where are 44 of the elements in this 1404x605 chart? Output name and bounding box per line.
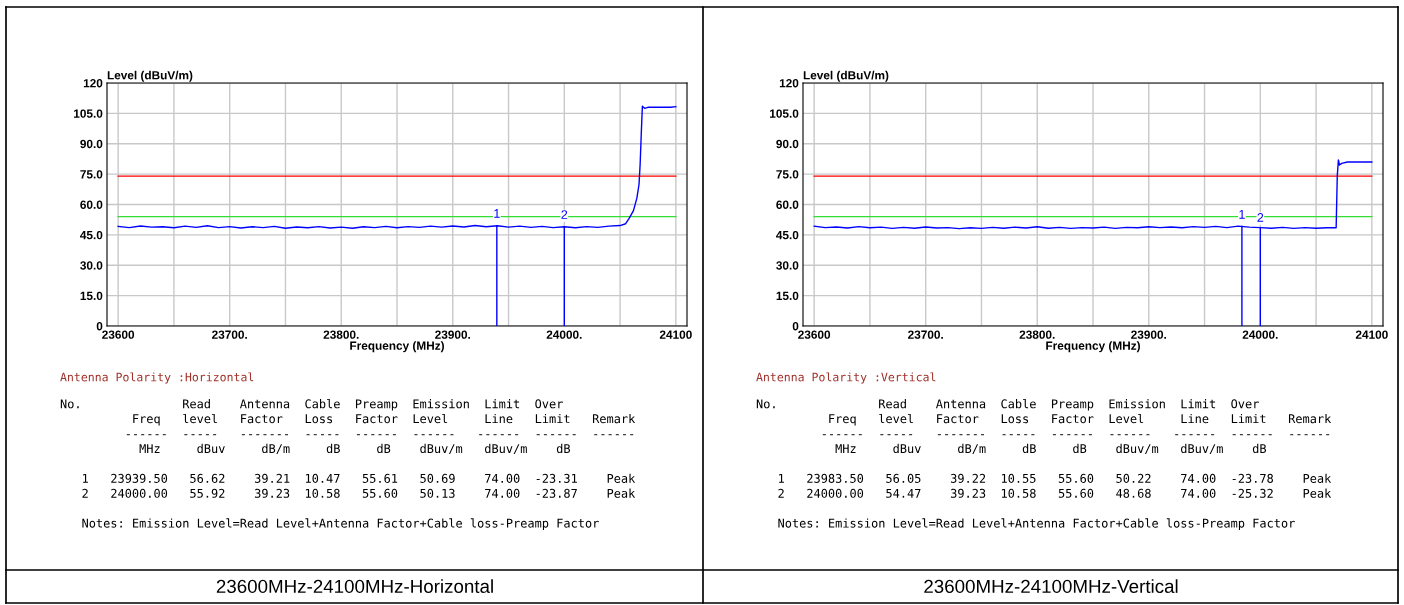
x-tick-label: 23700.: [908, 330, 943, 339]
annotation: 2: [1257, 213, 1264, 222]
x-axis-title: Frequency (MHz): [1046, 341, 1140, 353]
y-tick-label: 0: [96, 322, 103, 331]
x-tick-label: 24000.: [546, 330, 582, 339]
x-tick-label: 23800.: [323, 330, 359, 339]
y-tick-label: 30.0: [80, 261, 103, 270]
y-tick-label: 90.0: [80, 139, 103, 149]
text: No. Read Antenna Cable Preamp Emission Limit Over Freq level Factor Loss Factor Level Line Limit Remark ------ ----- ------- ----- ------ ------ ------ ------ ------ MHz dBuv dB/m dB dB dBuv/m dBuv/m dB 1 23983.50 56.05 39.22 10.55 55.60 50.22 74.00 -23.78 Peak 2 24000.00 54.47 39.23 10.58 55.60 48.68 74.00 -25.32 Peak Notes: Emission Level=Read Level+Antenna Factor+Cable loss-Preamp Factor: [756, 399, 1332, 530]
y-tick-label: 75.0: [776, 170, 799, 179]
x-axis-title: Frequency (MHz): [350, 341, 444, 353]
y-tick-label: 90.0: [776, 139, 799, 149]
y-tick-label: 30.0: [776, 261, 799, 270]
y-tick-label: 15.0: [80, 291, 103, 301]
x-tick-label: 23600: [798, 330, 831, 339]
x-tick-label: 23600: [102, 330, 135, 339]
y-axis-title: Level (dBuV/m): [803, 70, 889, 82]
annotation: 1: [1239, 210, 1245, 219]
x-tick-label: 24000.: [1242, 330, 1278, 339]
x-tick-label: 23900.: [1131, 330, 1167, 339]
y-tick-label: 75.0: [80, 170, 103, 179]
y-tick-label: 60.0: [776, 200, 799, 209]
y-tick-label: 120: [779, 79, 799, 88]
y-tick-label: 0: [792, 322, 799, 331]
text: 23600MHz-24100MHz-Horizontal: [216, 579, 493, 594]
x-tick-label: 23900.: [435, 330, 471, 339]
y-tick-label: 15.0: [776, 291, 799, 301]
x-tick-label: 24100: [659, 330, 692, 339]
x-tick-label: 24100: [1355, 330, 1388, 339]
text: 23600MHz-24100MHz-Vertical: [924, 579, 1178, 594]
text: Antenna Polarity :Vertical: [756, 372, 936, 384]
y-tick-label: 105.0: [74, 109, 103, 118]
y-tick-label: 120: [83, 79, 103, 88]
y-tick-label: 105.0: [770, 109, 799, 118]
y-tick-label: 45.0: [80, 230, 103, 240]
annotation: 2: [561, 210, 568, 219]
x-tick-label: 23800.: [1019, 330, 1055, 339]
text: No. Read Antenna Cable Preamp Emission Limit Over Freq level Factor Loss Factor Level Line Limit Remark ------ ----- ------- ----- ------ ------ ------ ------ ------ MHz dBuv dB/m dB dB dBuv/m dBuv/m dB 1 23939.50 56.62 39.21 10.47 55.61 50.69 74.00 -23.31 Peak 2 24000.00 55.92 39.23 10.58 55.60 50.13 74.00 -23.87 Peak Notes: Emission Level=Read Level+Antenna Factor+Cable loss-Preamp Factor: [60, 399, 636, 530]
y-axis-title: Level (dBuV/m): [107, 70, 193, 82]
text: Antenna Polarity :Horizontal: [60, 372, 254, 384]
y-tick-label: 60.0: [80, 200, 103, 209]
y-tick-label: 45.0: [776, 230, 799, 240]
x-tick-label: 23700.: [212, 330, 247, 339]
annotation: 1: [494, 209, 500, 218]
